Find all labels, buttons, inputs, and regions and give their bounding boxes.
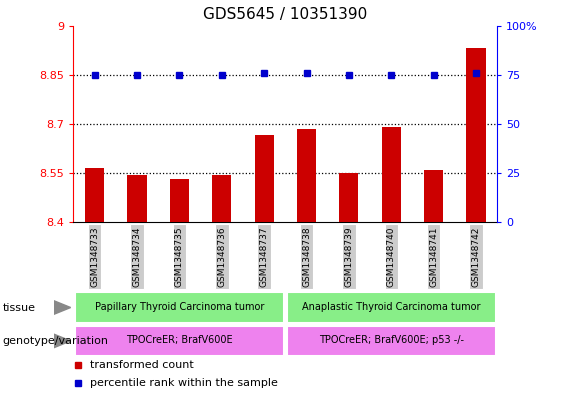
Bar (255, 135, 273, 222)
FancyBboxPatch shape (286, 292, 496, 323)
Bar (170, 180, 189, 222)
Text: GSM1348736: GSM1348736 (218, 226, 226, 287)
Bar (424, 170, 443, 222)
Bar (382, 127, 401, 222)
Text: GSM1348740: GSM1348740 (387, 226, 396, 286)
Title: GDS5645 / 10351390: GDS5645 / 10351390 (203, 7, 367, 22)
FancyBboxPatch shape (75, 292, 284, 323)
Text: Papillary Thyroid Carcinoma tumor: Papillary Thyroid Carcinoma tumor (95, 302, 264, 312)
Text: transformed count: transformed count (90, 360, 194, 371)
Polygon shape (54, 334, 71, 348)
Bar (340, 173, 358, 222)
FancyBboxPatch shape (286, 325, 496, 356)
Bar (212, 174, 231, 222)
FancyBboxPatch shape (75, 325, 284, 356)
Text: GSM1348739: GSM1348739 (345, 226, 353, 287)
Bar (297, 129, 316, 222)
Text: GSM1348738: GSM1348738 (302, 226, 311, 287)
Text: GSM1348741: GSM1348741 (429, 226, 438, 286)
Text: percentile rank within the sample: percentile rank within the sample (90, 378, 279, 388)
Text: Anaplastic Thyroid Carcinoma tumor: Anaplastic Thyroid Carcinoma tumor (302, 302, 480, 312)
Text: GSM1348735: GSM1348735 (175, 226, 184, 287)
Bar (467, 48, 485, 222)
Text: genotype/variation: genotype/variation (3, 336, 109, 346)
Text: TPOCreER; BrafV600E; p53 -/-: TPOCreER; BrafV600E; p53 -/- (319, 335, 464, 345)
Polygon shape (54, 301, 71, 314)
Text: TPOCreER; BrafV600E: TPOCreER; BrafV600E (126, 335, 233, 345)
Text: tissue: tissue (3, 303, 36, 312)
Text: GSM1348734: GSM1348734 (133, 226, 141, 286)
Text: GSM1348742: GSM1348742 (472, 226, 480, 286)
Text: GSM1348737: GSM1348737 (260, 226, 268, 287)
Bar (85, 168, 104, 222)
Text: GSM1348733: GSM1348733 (90, 226, 99, 287)
Bar (128, 174, 146, 222)
